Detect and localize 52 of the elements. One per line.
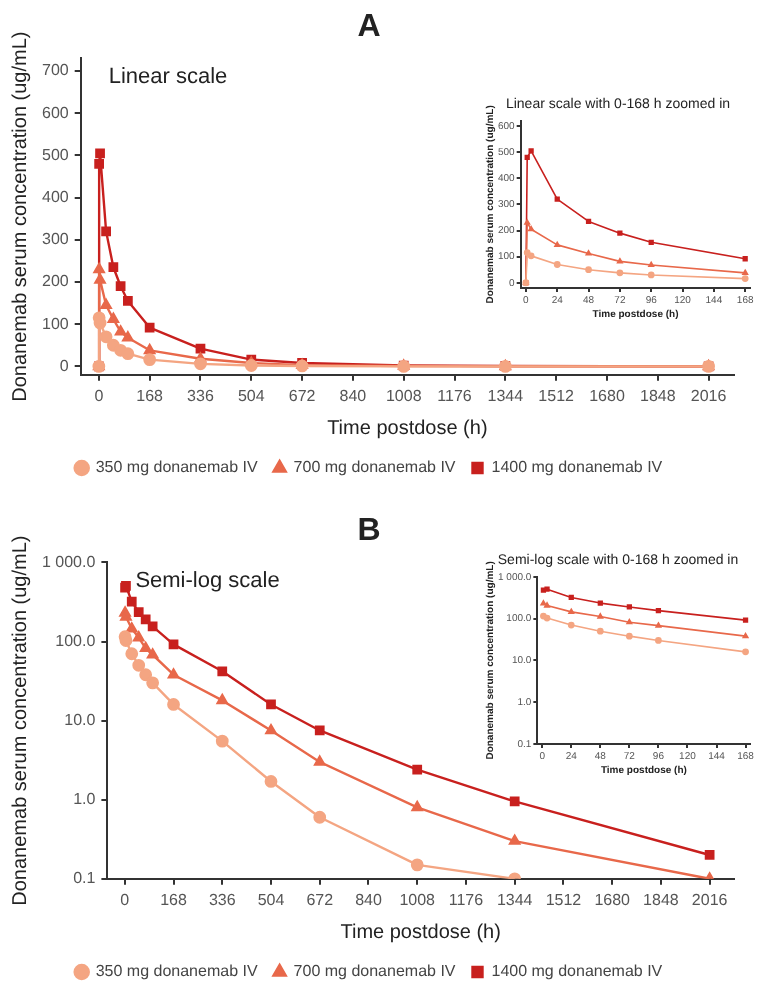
- x-tick-label: 672: [288, 386, 317, 405]
- x-tick-label: 504: [257, 890, 286, 909]
- x-tick-label: 168: [160, 890, 188, 909]
- x-tick-label: 168: [136, 386, 165, 405]
- legend-label: 700 mg donanemab IV: [293, 458, 457, 477]
- x-tick-label: 1680: [594, 890, 632, 909]
- x-tick-label: 1008: [385, 386, 423, 405]
- legend-label: 350 mg donanemab IV: [95, 962, 259, 981]
- x-tick-label: 1680: [589, 386, 626, 405]
- x-tick-label: 0: [120, 890, 131, 909]
- x-tick-label: 1344: [487, 386, 525, 405]
- x-tick-label: 1176: [437, 386, 473, 405]
- x-axis-title: Time postdose (h): [327, 417, 488, 440]
- y-tick-label: 1.0: [73, 790, 97, 809]
- x-tick-label: 2016: [690, 386, 728, 405]
- y-tick-label: 100: [41, 314, 70, 333]
- legend-label: 350 mg donanemab IV: [95, 458, 259, 477]
- x-tick-label: 336: [187, 386, 215, 405]
- y-tick-label: 100.0: [55, 631, 97, 650]
- x-tick-label: 1344: [496, 890, 534, 909]
- x-tick-label: 2016: [691, 890, 729, 909]
- y-tick-label: 600: [41, 103, 70, 122]
- x-tick-label: 504: [237, 386, 266, 405]
- chart-title: B: [357, 514, 381, 549]
- y-tick-label: 1 000.0: [41, 552, 97, 571]
- chart-subtitle: Linear scale: [108, 65, 228, 90]
- x-tick-label: 1512: [538, 386, 576, 405]
- y-tick-label: 500: [41, 145, 70, 164]
- y-axis-title: Donanemab serum concentration (ug/mL): [9, 31, 32, 402]
- x-tick-label: 840: [339, 386, 368, 405]
- x-tick-label: 1512: [545, 890, 583, 909]
- x-tick-label: 336: [208, 890, 237, 909]
- y-tick-label: 10.0: [64, 711, 97, 730]
- x-tick-label: 1176: [448, 890, 485, 909]
- x-tick-label: 1848: [639, 386, 677, 405]
- y-tick-label: 0.1: [73, 869, 97, 888]
- x-tick-label: 840: [355, 890, 383, 909]
- legend-label: 1400 mg donanemab IV: [491, 458, 664, 477]
- y-axis-title: Donanemab serum concentration (ug/mL): [9, 535, 32, 906]
- x-tick-label: 672: [306, 890, 335, 909]
- y-tick-label: 400: [41, 188, 70, 207]
- chart-subtitle: Semi-log scale: [135, 569, 280, 594]
- y-tick-label: 300: [41, 230, 70, 249]
- chart-title: A: [357, 10, 382, 45]
- y-tick-label: 700: [41, 61, 70, 80]
- x-axis-title: Time postdose (h): [340, 921, 501, 944]
- legend-label: 1400 mg donanemab IV: [491, 962, 664, 981]
- y-tick-label: 200: [41, 272, 70, 291]
- x-tick-label: 1008: [399, 890, 437, 909]
- legend-label: 700 mg donanemab IV: [293, 962, 457, 981]
- x-tick-label: 1848: [643, 890, 680, 909]
- y-tick-label: 0: [59, 356, 70, 375]
